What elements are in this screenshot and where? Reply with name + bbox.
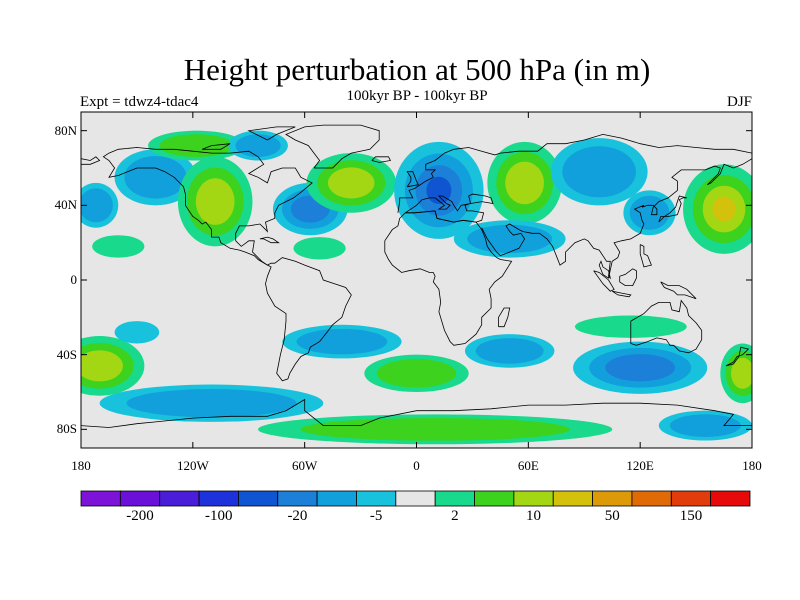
coastline-0 [102,147,352,382]
lat-label-40S: 40S [56,346,77,362]
contour-blob-24-level-1 [300,417,570,441]
contour-blob-12-level-1 [467,224,553,254]
coastline-18 [259,236,280,244]
coastline-11 [371,156,392,163]
contour-blob-16-level-0 [114,321,160,344]
lon-label-3: 0 [413,458,420,473]
contour-blob-13-level-3 [712,196,736,222]
colorbar-swatch-16 [710,490,751,507]
contour-blob-2-level-0 [92,235,145,258]
colorbar-label-4: 2 [451,508,459,524]
coastline-9 [658,195,687,223]
coastline-16 [498,307,511,328]
contour-blob-19-level-1 [376,359,457,388]
chart-subtitle: 100kyr BP - 100kyr BP [346,88,488,104]
lat-label-0: 0 [70,272,78,287]
coastline-19 [247,126,296,141]
coastlines [81,124,752,428]
contour-blob-25-level-1 [669,414,741,437]
experiment-label: Expt = tdwz4-tdac4 [80,94,199,110]
coastline-7 [630,299,703,354]
colorbar-swatch-1 [119,490,161,507]
colorbar-swatch-11 [513,490,554,507]
lat-label-40N: 40N [54,197,77,213]
colorbar-swatch-9 [434,490,475,507]
coastline-1 [285,124,380,169]
contour-blob-8-level-0 [293,237,346,260]
lat-label-80N: 80N [54,122,77,138]
contour-blob-15-level-2 [81,350,123,382]
colorbar [80,490,751,507]
lat-label-80S: 80S [56,421,77,437]
contour-blob-1-level-1 [81,188,113,223]
lon-label-2: 60W [292,458,318,473]
lon-label-6: 180 [742,458,762,473]
colorbar-swatch-6 [316,490,357,507]
chart-title: Height perturbation at 500 hPa (in m) [183,52,651,87]
colorbar-label-2: -20 [287,508,308,524]
coastline-8 [81,398,752,428]
colorbar-label-3: -5 [369,508,383,524]
colorbar-swatch-4 [238,490,279,507]
contour-blob-9-level-3 [426,176,452,204]
colorbar-swatch-7 [356,490,397,507]
coastline-12 [593,270,615,292]
contour-blob-4-level-1 [159,134,234,157]
coastline-3 [81,156,101,165]
contour-blob-14-level-1 [629,195,670,230]
colorbar-label-0: -200 [126,508,154,524]
colorbar-label-7: 150 [679,508,703,524]
contour-blob-5-level-1 [235,134,281,157]
contour-blob-7-level-2 [328,167,375,199]
colorbar-label-1: -100 [204,508,233,524]
lon-label-1: 120W [176,458,209,473]
coastline-14 [619,268,637,287]
colorbar-swatch-15 [670,490,712,507]
colorbar-swatch-13 [592,490,633,507]
colorbar-swatch-14 [631,490,672,507]
colorbar-swatch-3 [198,490,239,507]
season-label: DJF [726,94,752,110]
colorbar-swatch-12 [552,490,593,507]
contour-blob-11-level-1 [562,146,636,198]
coastline-20 [202,143,231,150]
contour-blob-17-level-1 [126,389,297,418]
colorbar-swatch-8 [395,490,436,507]
contour-blob-18-level-1 [296,328,388,355]
coastline-17 [725,346,750,367]
lon-label-4: 60E [517,458,539,473]
contour-blob-10-level-2 [505,161,544,205]
colorbar-label-5: 10 [526,508,542,524]
contour-blob-20-level-1 [475,338,544,364]
colorbar-swatch-5 [277,490,318,507]
coastline-2 [397,133,752,213]
axis-ticks [80,112,753,448]
contour-blob-23-level-2 [731,357,752,389]
coastline-6 [481,158,752,280]
contour-blob-21-level-2 [605,354,676,382]
contour-blob-0-level-1 [124,156,187,199]
coastline-5 [384,210,513,346]
coastline-13 [611,290,632,298]
coastline-15 [660,281,697,300]
coastline-21 [639,244,652,268]
colorbar-swatch-2 [159,490,200,507]
colorbar-label-6: 50 [604,508,620,524]
colorbar-swatch-0 [80,490,121,507]
colorbar-swatch-10 [474,490,515,507]
contour-blob-3-level-2 [195,178,235,225]
lon-label-0: 180 [71,458,91,473]
lon-label-5: 120E [626,458,654,473]
coastline-10 [406,171,420,188]
